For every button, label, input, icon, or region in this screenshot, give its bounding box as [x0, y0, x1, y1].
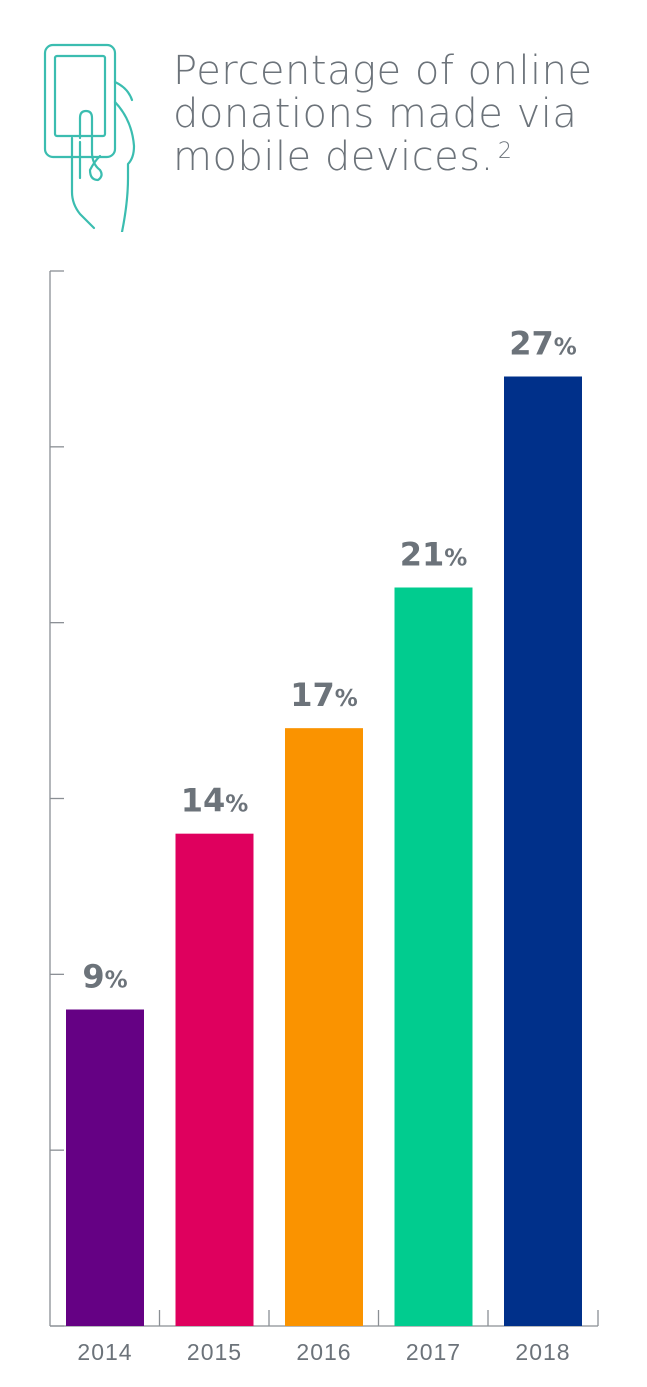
bars-group [66, 376, 582, 1326]
footnote-marker: 2 [497, 139, 513, 164]
value-label-2014: 9% [82, 958, 127, 996]
x-tick-label-2018: 2018 [515, 1339, 570, 1365]
bar-chart: 9% 14% 17% 21% 27% 2014 2015 2016 2017 2018 [49, 270, 599, 1365]
value-label-2018: 27% [509, 325, 577, 363]
value-label-2016: 17% [290, 676, 358, 714]
x-tick-label-2016: 2016 [296, 1339, 351, 1365]
value-label-2017: 21% [400, 536, 468, 574]
bar-2017 [394, 587, 473, 1326]
x-tick-labels-group: 2014 2015 2016 2017 2018 [77, 1339, 570, 1365]
title-line-1: Percentage of online [173, 48, 593, 94]
bar-2015 [175, 833, 254, 1326]
bar-2018 [504, 376, 582, 1326]
chart-title: Percentage of online donations made via … [173, 50, 633, 179]
hand-holding-phone-icon [43, 43, 136, 232]
x-tick-label-2015: 2015 [187, 1339, 242, 1365]
title-line-3-text: mobile devices. [173, 134, 494, 180]
x-tick-label-2017: 2017 [406, 1339, 461, 1365]
title-line-2: donations made via [173, 91, 578, 137]
x-tick-label-2014: 2014 [77, 1339, 132, 1365]
bar-2014 [66, 1009, 144, 1326]
title-line-3: mobile devices. 2 [173, 136, 633, 179]
bar-2016 [285, 728, 363, 1326]
value-labels-group: 9% 14% 17% 21% 27% [82, 325, 576, 996]
chart-header: Percentage of online donations made via … [0, 0, 647, 240]
value-label-2015: 14% [181, 782, 249, 820]
